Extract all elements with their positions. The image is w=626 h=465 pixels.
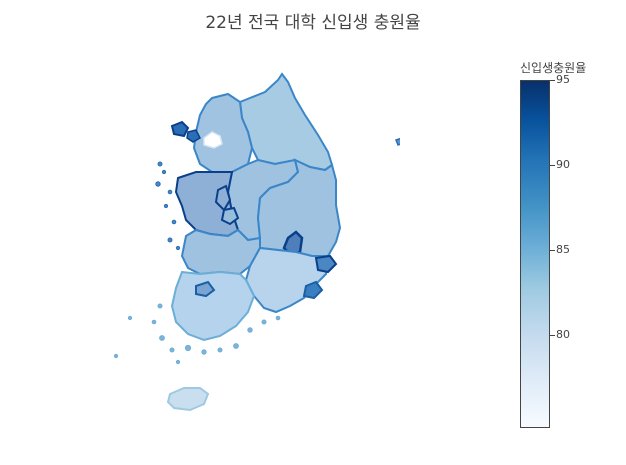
region-ulsan[interactable] bbox=[314, 254, 338, 274]
region-incheon[interactable] bbox=[170, 120, 190, 138]
region-sejong[interactable] bbox=[214, 184, 232, 212]
region-jeonnam[interactable] bbox=[170, 270, 256, 342]
region-busan[interactable] bbox=[302, 280, 324, 300]
south-coast-islands bbox=[113, 303, 281, 365]
region-incheon-island[interactable] bbox=[186, 129, 201, 143]
colorbar-title: 신입생충원율 bbox=[520, 61, 587, 75]
colorbar-tick-label: 95 bbox=[556, 73, 570, 86]
colorbar-tick-mark bbox=[550, 164, 555, 166]
region-gwangju[interactable] bbox=[195, 280, 216, 298]
colorbar-tick-label: 80 bbox=[556, 327, 570, 341]
colorbar-tick-mark bbox=[550, 249, 555, 251]
region-seoul[interactable] bbox=[203, 131, 223, 149]
colorbar bbox=[520, 80, 550, 428]
colorbar-tick-mark bbox=[550, 334, 555, 336]
west-coast-islands bbox=[155, 161, 181, 251]
korea-choropleth-map bbox=[113, 72, 400, 412]
colorbar-tick-label: 85 bbox=[556, 242, 570, 256]
region-gangwon[interactable] bbox=[238, 72, 334, 172]
colorbar-tick-label: 90 bbox=[556, 157, 570, 171]
region-jeju[interactable] bbox=[166, 387, 210, 412]
colorbar-tick-mark bbox=[550, 80, 555, 81]
region-daejeon[interactable] bbox=[220, 206, 240, 226]
map-title: 22년 전국 대학 신입생 충원율 bbox=[205, 13, 421, 33]
island-ulleungdo bbox=[395, 137, 400, 146]
